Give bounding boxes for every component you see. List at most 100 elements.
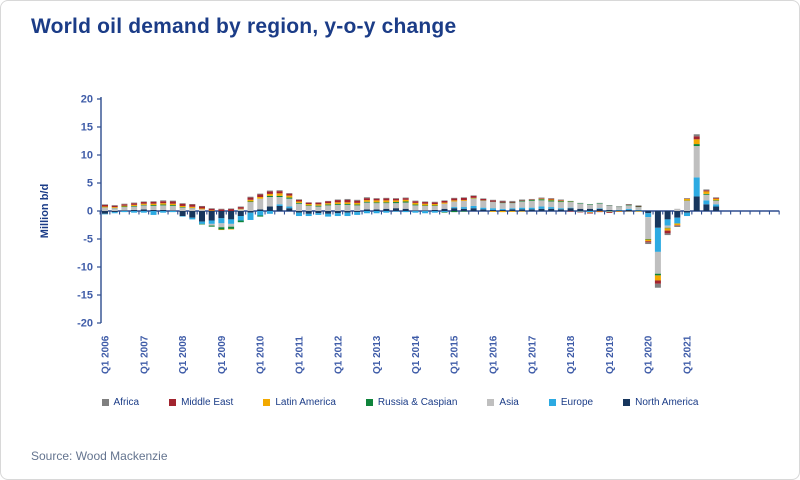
bar-segment [208,211,215,221]
bar-segment [616,210,623,211]
bar-segment [606,211,613,213]
bar-segment [713,200,720,205]
bar-segment [490,209,496,211]
legend-label: Africa [113,397,140,408]
bar-segment [519,211,526,212]
bar-segment [431,209,438,211]
bar-segment [693,196,700,211]
bar-segment [460,207,467,209]
bar-segment [140,202,147,204]
bar-segment [480,207,487,210]
bar-segment [169,200,176,202]
bar-segment [703,191,710,194]
bar-segment [606,211,613,212]
bar-segment [131,204,138,206]
bar-segment [373,203,380,210]
bar-segment [422,203,429,206]
bar-segment [296,199,302,200]
legend-swatch-icon [263,399,271,406]
bar-segment [286,193,293,194]
bar-segment [480,200,487,208]
bar-segment [635,205,642,207]
bar-segment [451,208,458,211]
bar-segment [296,201,302,203]
bar-segment [625,209,632,211]
bar-segment [344,211,351,213]
bar-segment [538,198,545,199]
x-axis-year-label: Q1 2008 [178,335,189,374]
bar-segment [218,227,225,230]
bar-segment [140,211,147,213]
bar-segment [179,205,186,208]
bar-segment [199,221,205,224]
bar-segment [393,211,399,212]
bar-segment [548,198,555,199]
bar-segment [616,211,623,212]
bar-segment [111,205,118,206]
bar-segment [383,203,390,209]
bar-segment [383,202,390,204]
bar-segment [247,201,254,203]
bar-segment [169,203,176,206]
bar-segment [674,217,681,224]
bar-segment [363,200,370,202]
bar-segment [344,199,351,203]
bar-segment [131,211,138,213]
bar-segment [276,195,283,197]
bar-segment [199,208,205,210]
x-axis-year-label: Q1 2016 [489,335,500,374]
x-axis-year-label: Q1 2017 [527,335,538,374]
bar-segment [635,206,642,208]
bar-segment [305,205,312,206]
legend-label: Middle East [181,397,234,408]
bar-segment [577,211,584,213]
bar-segment [189,208,196,211]
bar-segment [412,201,419,203]
bar-segment [596,208,603,209]
bar-segment [169,205,176,206]
bar-segment [509,200,516,202]
bar-segment [548,200,555,202]
bar-segment [208,210,215,211]
bar-segment [587,204,593,209]
bar-segment [305,213,312,217]
bar-segment [451,197,458,199]
bar-segment [412,202,419,205]
bar-segment [664,225,671,228]
legend-swatch-icon [365,399,373,406]
bar-segment [557,208,564,210]
bar-segment [266,191,273,194]
bar-segment [344,202,351,204]
bar-segment [121,205,128,207]
bar-segment [645,217,652,239]
bar-segment [393,202,399,204]
bar-segment [140,203,147,205]
bar-segment [363,209,370,211]
bar-segment [567,201,574,203]
bar-segment [228,211,235,220]
bar-segment [266,211,273,214]
chart-legend: Africa Middle East Latin America Russia & C… [1,397,799,408]
legend-label: Asia [499,397,519,408]
bar-segment [325,203,332,205]
bar-segment [334,199,341,201]
bar-segment [625,204,632,205]
bar-segment [325,204,332,206]
bar-segment [422,211,429,214]
bar-segment [354,202,361,205]
bar-segment [412,205,419,211]
bar-segment [208,225,215,227]
bar-segment [286,206,293,209]
svg-text:0: 0 [87,206,93,218]
bar-segment [703,189,710,191]
bar-segment [363,197,370,199]
bar-segment [208,223,215,226]
bar-segment [363,198,370,201]
bar-segment [499,211,506,213]
bar-segment [480,198,487,201]
bar-segment [431,204,438,206]
bar-segment [266,193,273,196]
bar-segment [538,197,545,199]
bar-segment [247,199,254,202]
bar-segment [674,211,681,218]
